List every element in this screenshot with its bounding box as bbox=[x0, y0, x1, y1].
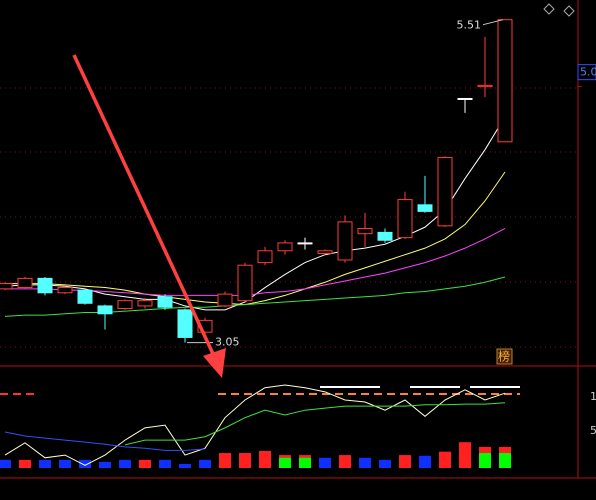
indicator-bar bbox=[39, 459, 51, 468]
candle-body bbox=[57, 287, 73, 294]
candle-body bbox=[77, 289, 93, 304]
indicator-bar bbox=[219, 453, 231, 468]
y-tick-label: 5.0 bbox=[580, 66, 596, 79]
overlay-bar bbox=[499, 453, 511, 468]
indicator-bar bbox=[119, 459, 131, 468]
axis-label: 5 bbox=[590, 424, 596, 437]
indicator-line bbox=[4, 431, 206, 451]
window-icons bbox=[543, 3, 575, 17]
indicator-line bbox=[4, 384, 506, 466]
indicator-bar bbox=[339, 455, 351, 468]
candle-body bbox=[0, 283, 13, 290]
high-label: 5.51 bbox=[457, 19, 482, 32]
corner bbox=[578, 486, 596, 500]
candle-body bbox=[417, 204, 433, 212]
candle-body bbox=[397, 199, 413, 239]
candle-body bbox=[117, 300, 133, 310]
candle-body bbox=[157, 296, 173, 308]
indicator-bar bbox=[379, 459, 391, 468]
candle-body bbox=[137, 300, 153, 307]
indicator-bar bbox=[439, 451, 451, 468]
arrow-shaft bbox=[72, 54, 216, 357]
indicator-bar bbox=[159, 459, 171, 468]
indicator-bar bbox=[319, 457, 331, 468]
candle-body bbox=[437, 157, 453, 227]
arrow bbox=[72, 54, 226, 378]
overlay-bar bbox=[479, 453, 491, 468]
indicator-bar bbox=[19, 459, 31, 468]
indicator-bar bbox=[359, 457, 371, 468]
candle-body bbox=[97, 305, 113, 315]
candle-body bbox=[497, 19, 513, 143]
candle-body bbox=[37, 277, 53, 294]
candle-body bbox=[357, 227, 373, 235]
axis-label: 1 bbox=[590, 390, 596, 403]
icon[interactable] bbox=[563, 5, 575, 17]
candle-body bbox=[237, 264, 253, 302]
indicator-bar bbox=[259, 451, 271, 468]
candle-body bbox=[277, 242, 293, 252]
candle-body bbox=[17, 277, 33, 289]
candle-body bbox=[457, 97, 473, 100]
moving-average bbox=[4, 276, 506, 317]
icon[interactable] bbox=[543, 3, 555, 15]
candle-body bbox=[337, 221, 353, 261]
low-label: 3.05 bbox=[215, 336, 240, 349]
overlay-bar bbox=[279, 457, 291, 468]
candle-body bbox=[297, 242, 313, 245]
indicator-line bbox=[124, 402, 506, 446]
candle-body bbox=[217, 293, 233, 307]
badge: 榜 bbox=[498, 349, 510, 364]
indicator-bar bbox=[239, 453, 251, 468]
plot: 5.0 5.51 3.05 榜 1 5 bbox=[0, 19, 596, 468]
candle-body bbox=[317, 250, 333, 254]
indicator-bar bbox=[139, 459, 151, 468]
candle-body bbox=[377, 231, 393, 241]
candle-body bbox=[477, 84, 493, 88]
indicator-bar bbox=[99, 461, 111, 468]
indicator-bar bbox=[399, 455, 411, 468]
indicator-bar bbox=[79, 459, 91, 468]
indicator-bar bbox=[179, 463, 191, 468]
candle-body bbox=[197, 319, 213, 333]
indicator-bar bbox=[199, 459, 211, 468]
indicator-bar bbox=[459, 442, 471, 468]
y-tick-box bbox=[577, 64, 596, 81]
candle-body bbox=[257, 250, 273, 264]
indicator-bar bbox=[0, 459, 11, 468]
indicator-bar bbox=[419, 455, 431, 468]
indicator-bar bbox=[59, 459, 71, 468]
high-leader bbox=[482, 19, 504, 26]
moving-average bbox=[5, 171, 506, 306]
candle-body bbox=[177, 309, 193, 338]
badge-box bbox=[496, 348, 513, 365]
overlay-bar bbox=[299, 457, 311, 468]
arrow-head bbox=[203, 348, 226, 378]
